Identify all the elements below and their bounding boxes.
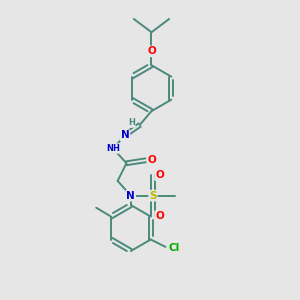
Text: NH: NH — [106, 144, 120, 153]
Text: O: O — [155, 211, 164, 221]
Text: S: S — [149, 190, 157, 201]
Text: N: N — [121, 130, 129, 140]
Text: Cl: Cl — [168, 243, 179, 253]
Text: N: N — [127, 190, 135, 201]
Text: O: O — [155, 170, 164, 180]
Text: H: H — [128, 118, 135, 127]
Text: O: O — [147, 46, 156, 56]
Text: O: O — [148, 155, 156, 165]
